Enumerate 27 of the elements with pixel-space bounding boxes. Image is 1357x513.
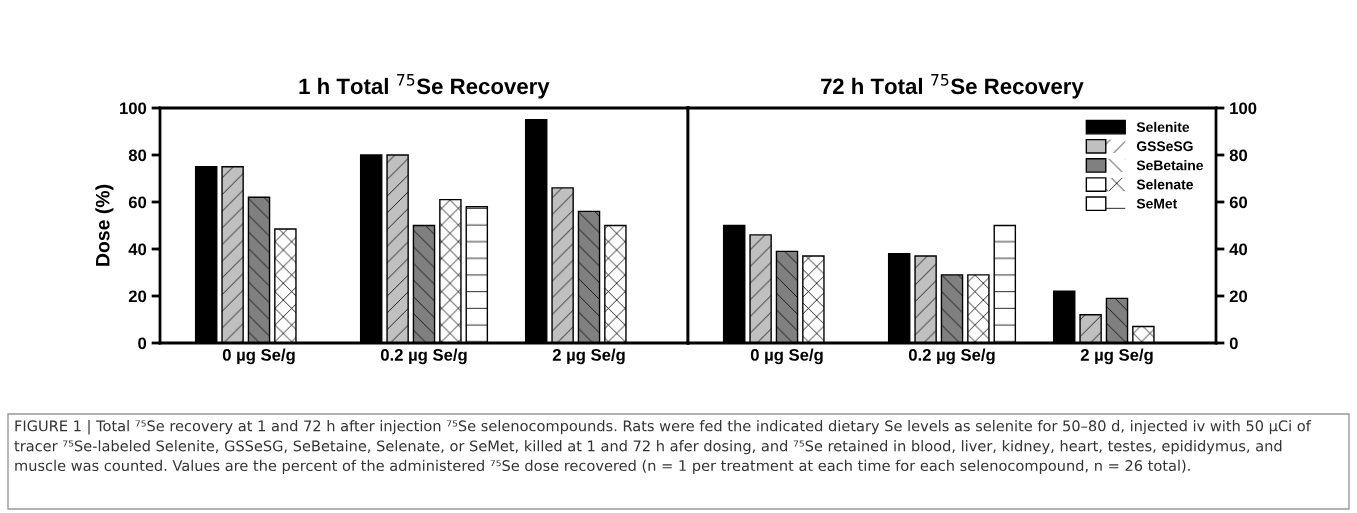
chart-title: 1 h Total $^{75}$Se Recovery [299, 74, 550, 99]
x-tick-label: 2 µg Se/g [1080, 348, 1153, 365]
y-tick-label: 100 [1230, 102, 1257, 115]
y-tick-label: 80 [128, 149, 147, 162]
x-tick-label: 2 µg Se/g [552, 348, 625, 365]
y-tick-label: 40 [1229, 243, 1248, 256]
legend-label: Selenite [1136, 121, 1190, 133]
chart-title: 72 h Total $^{75}$Se Recovery [821, 74, 1084, 99]
x-tick-label: 0.2 µg Se/g [908, 348, 995, 365]
y-tick-label: 80 [1229, 149, 1248, 162]
legend-label: GSSeSG [1136, 141, 1193, 152]
legend-label: SeMet [1136, 198, 1178, 209]
y-tick-label: 60 [1229, 196, 1248, 209]
y-tick-label: 20 [128, 290, 147, 303]
x-tick-label: 0 µg Se/g [222, 348, 295, 365]
y-tick-label: 0 [1229, 337, 1238, 350]
x-tick-label: 0.2 µg Se/g [380, 348, 467, 365]
caption: FIGURE 1 | Total ⁷⁵Se recovery at 1 and 72 h after injection ⁷⁵Se selenocompounds. Rats were fed the indicated dietary Se levels as selenite for 50–80 d, injected iv with 50 μCi of tracer ⁷⁵Se-labeled Selenite, GSSeSG, SeBetaine, Selenate, or SeMet, killed at 1 and 72 h afer dosing, and ⁷⁵Se retained in blood, liver, kidney, heart, testes, epididymus, and muscle was counted. Values are the percent of the administered ⁷⁵Se dose recovered (n = 1 per treatment at each time for each selenocompound, n = 26 total). [14, 420, 1312, 474]
legend-label: Selenate [1136, 179, 1193, 190]
y-tick-label: 60 [128, 196, 147, 209]
y-tick-label: 100 [120, 102, 147, 115]
legend-label: SeBetaine [1136, 160, 1204, 171]
y-axis-title: Dose (%) [95, 184, 114, 266]
x-tick-label: 0 µg Se/g [750, 348, 823, 365]
y-tick-label: 40 [128, 243, 147, 256]
y-tick-label: 0 [138, 337, 147, 350]
y-tick-label: 20 [1229, 290, 1248, 303]
